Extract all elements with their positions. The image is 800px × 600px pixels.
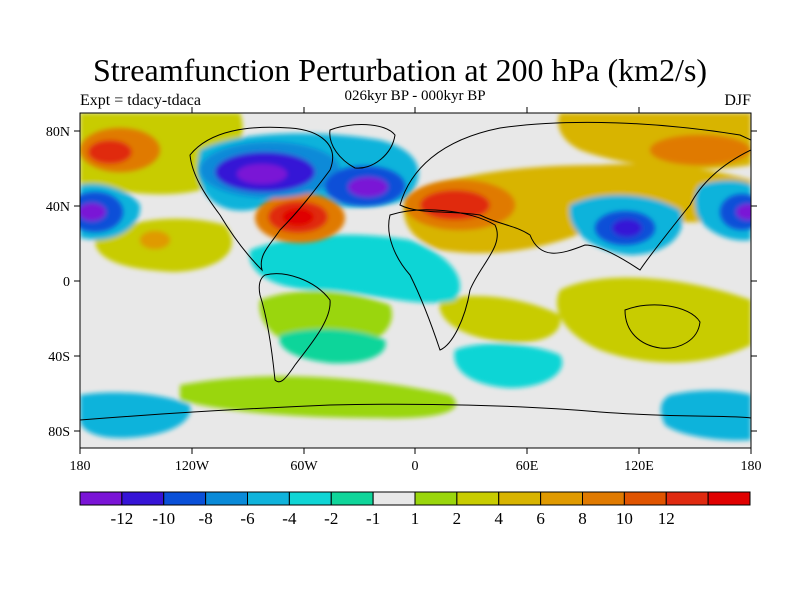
lon-tick-label: 60E	[516, 459, 539, 474]
coast-australia	[624, 304, 701, 349]
lon-tick-label: 60W	[290, 459, 318, 474]
colorbar-swatch	[163, 491, 207, 506]
colorbar-swatch	[498, 491, 542, 506]
lon-axis: 180 120W 60W 0 60E 120E 180	[70, 107, 762, 474]
lat-axis: 80N 40N 0 40S 80S	[46, 125, 757, 440]
colorbar-label: 4	[495, 509, 504, 528]
colorbar-swatch	[540, 491, 583, 506]
coast-south-america	[258, 273, 331, 383]
plot-subtitle: 026kyr BP - 000kyr BP	[344, 88, 486, 104]
low-north-atlantic-max	[348, 177, 388, 197]
colorbar-label: 6	[536, 509, 545, 528]
lon-tick-label: 120W	[175, 459, 210, 474]
lon-tick-label: 120E	[624, 459, 654, 474]
low-west-pacific-max	[612, 219, 642, 237]
lat-tick-label: 80S	[48, 425, 70, 440]
colorbar-swatch	[707, 491, 751, 506]
lon-tick-label: 180	[741, 459, 762, 474]
coast-antarctica	[80, 403, 751, 421]
colorbar-label: -12	[111, 509, 134, 528]
colorbar-swatch	[121, 491, 165, 506]
band-indian-ocean-high	[439, 295, 561, 343]
colorbar-swatch	[79, 491, 123, 506]
band-southern-ocean-high	[180, 376, 457, 419]
colorbar-swatch	[414, 491, 458, 506]
coast-africa	[388, 209, 498, 351]
colorbar-swatch	[372, 491, 416, 506]
colorbar-label: 10	[616, 509, 633, 528]
lon-tick-label: 180	[70, 459, 91, 474]
colorbar-label: -1	[366, 509, 380, 528]
coast-greenland	[329, 124, 396, 169]
coastlines	[80, 121, 751, 421]
colorbar-swatch	[205, 491, 248, 506]
band-south-indian-low	[454, 343, 563, 388]
colorbar-label: -4	[282, 509, 297, 528]
experiment-label: Expt = tdacy-tdaca	[80, 92, 201, 109]
colorbar: -12 -10 -8 -6 -4 -2 -1 1 2 4 6 8 10 12	[79, 491, 751, 528]
lat-tick-label: 80N	[46, 125, 70, 140]
colorbar-label: -2	[324, 509, 338, 528]
low-dateline-east-max	[736, 204, 751, 220]
colorbar-label: -10	[152, 509, 175, 528]
colorbar-label: 1	[411, 509, 420, 528]
low-north-america-max	[237, 164, 287, 184]
coast-eurasia	[399, 121, 751, 271]
lat-tick-label: 40S	[48, 350, 70, 365]
low-dateline-west-max	[80, 203, 106, 221]
low-dateline-east-ring	[720, 194, 751, 230]
colorbar-label: 8	[578, 509, 587, 528]
season-label: DJF	[724, 92, 751, 109]
colorbar-label: -6	[240, 509, 254, 528]
band-tropical-atlantic-low	[249, 234, 460, 303]
high-arctic-core	[650, 135, 750, 165]
colorbar-swatch	[288, 491, 332, 506]
colorbar-label: 2	[453, 509, 462, 528]
band-southern-low-east	[660, 390, 751, 441]
lat-tick-label: 40N	[46, 200, 70, 215]
high-north-pacific-max	[88, 140, 132, 164]
coast-north-america	[189, 126, 334, 272]
plot-title: Streamfunction Perturbation at 200 hPa (…	[92, 52, 708, 88]
colorbar-swatch	[247, 491, 290, 506]
colorbar-label: -8	[199, 509, 213, 528]
contour-field	[80, 113, 751, 448]
high-subtropical-pacific-core	[140, 231, 170, 249]
colorbar-swatch	[623, 491, 667, 506]
band-southern-low-west	[80, 392, 191, 438]
colorbar-swatch	[665, 491, 709, 506]
high-north-atlantic-max	[282, 208, 314, 226]
lat-tick-label: 0	[63, 275, 70, 290]
colorbar-swatch	[456, 491, 500, 506]
lon-tick-label: 0	[412, 459, 419, 474]
colorbar-swatch	[330, 491, 374, 506]
band-south-pacific-high	[556, 277, 751, 363]
high-europe-core	[420, 190, 490, 220]
colorbar-label: 12	[658, 509, 675, 528]
band-south-atlantic-low	[279, 328, 386, 364]
colorbar-swatch	[582, 491, 625, 506]
